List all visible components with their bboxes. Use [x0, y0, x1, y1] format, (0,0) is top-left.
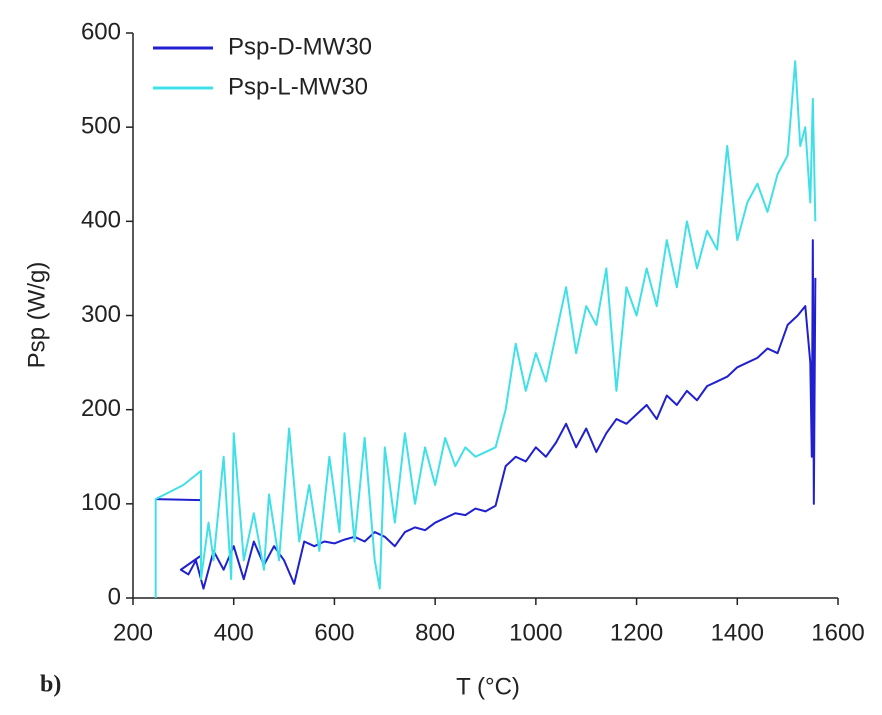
y-tick-label: 500	[81, 113, 121, 140]
y-tick-label: 300	[81, 301, 121, 328]
x-tick-label: 1000	[509, 619, 562, 646]
data-line	[154, 60, 817, 598]
x-tick-label: 400	[214, 619, 254, 646]
data-line	[155, 239, 817, 590]
x-tick-label: 1600	[811, 619, 864, 646]
x-axis-label: T (°C)	[456, 673, 520, 700]
x-tick-label: 200	[113, 619, 153, 646]
y-tick-label: 600	[81, 18, 121, 45]
y-tick-label: 100	[81, 489, 121, 516]
x-tick-label: 1200	[610, 619, 663, 646]
y-tick-label: 0	[108, 583, 121, 610]
legend-label: Psp-D-MW30	[228, 33, 372, 60]
y-tick-label: 400	[81, 207, 121, 234]
legend-label: Psp-L-MW30	[228, 73, 368, 100]
x-tick-label: 1400	[711, 619, 764, 646]
x-tick-label: 600	[314, 619, 354, 646]
panel-label: b)	[40, 672, 61, 698]
y-axis-label: Psp (W/g)	[23, 262, 50, 369]
x-tick-label: 800	[415, 619, 455, 646]
y-tick-label: 200	[81, 395, 121, 422]
